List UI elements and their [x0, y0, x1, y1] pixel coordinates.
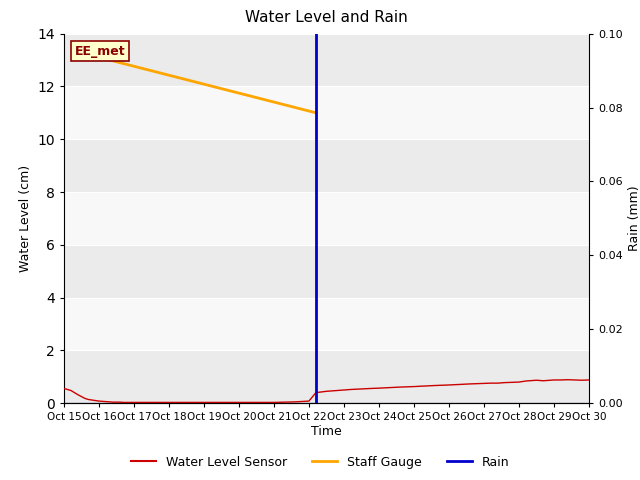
- Bar: [64, 139, 589, 192]
- Bar: [64, 192, 589, 245]
- Bar: [64, 86, 589, 139]
- Bar: [64, 350, 589, 403]
- Bar: [64, 298, 589, 350]
- Legend: Water Level Sensor, Staff Gauge, Rain: Water Level Sensor, Staff Gauge, Rain: [125, 451, 515, 474]
- Y-axis label: Water Level (cm): Water Level (cm): [19, 165, 32, 272]
- X-axis label: Time: Time: [311, 425, 342, 438]
- Text: EE_met: EE_met: [74, 45, 125, 58]
- Y-axis label: Rain (mm): Rain (mm): [628, 186, 640, 251]
- Bar: [64, 245, 589, 298]
- Title: Water Level and Rain: Water Level and Rain: [245, 11, 408, 25]
- Bar: [64, 34, 589, 86]
